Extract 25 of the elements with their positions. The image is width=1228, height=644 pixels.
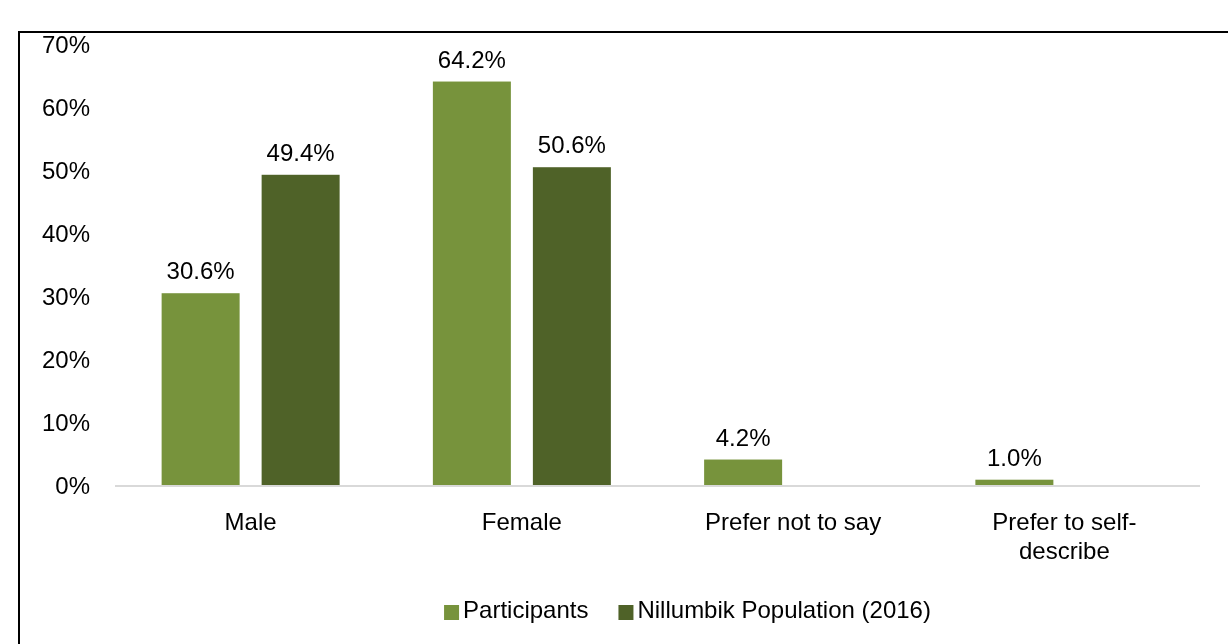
legend-label: Nillumbik Population (2016) — [637, 596, 931, 623]
y-tick-label: 40% — [41, 220, 90, 248]
data-label: 30.6% — [166, 257, 235, 285]
x-tick-label: Male — [224, 508, 277, 535]
y-tick-label: 50% — [41, 157, 90, 185]
bar — [704, 459, 783, 486]
y-tick-label: 0% — [55, 472, 90, 500]
data-label: 1.0% — [987, 443, 1042, 471]
x-tick-label: Female — [481, 508, 562, 535]
bar — [532, 167, 611, 486]
x-tick-label: Prefer to self-describe — [992, 508, 1137, 564]
data-label: 64.2% — [437, 45, 506, 73]
bar — [432, 81, 511, 486]
y-tick-label: 30% — [41, 283, 90, 311]
bar — [161, 293, 240, 486]
x-tick-label: Prefer not to say — [705, 508, 882, 535]
data-label: 49.4% — [266, 138, 335, 166]
legend-label: Participants — [463, 596, 589, 623]
bar — [261, 174, 340, 486]
data-label: 4.2% — [715, 423, 771, 451]
data-label: 50.6% — [537, 131, 606, 159]
y-tick-label: 10% — [41, 409, 90, 437]
y-tick-label: 20% — [41, 346, 90, 374]
y-tick-label: 70% — [41, 31, 90, 59]
y-tick-label: 60% — [41, 94, 90, 122]
